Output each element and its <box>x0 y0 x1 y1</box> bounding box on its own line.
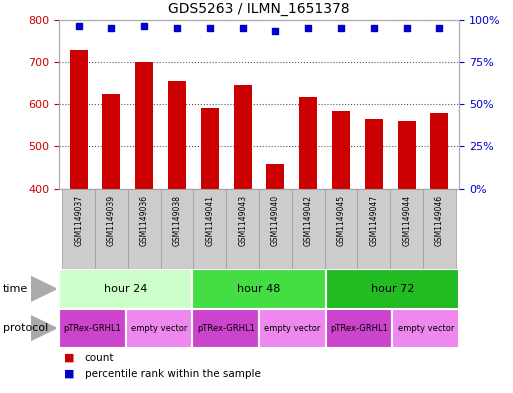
Bar <box>326 309 392 348</box>
Bar <box>103 94 121 189</box>
Point <box>74 23 83 29</box>
Bar <box>326 269 459 309</box>
Text: ■: ■ <box>64 369 74 378</box>
Text: count: count <box>85 353 114 363</box>
Text: empty vector: empty vector <box>131 324 187 332</box>
Point <box>239 25 247 31</box>
Text: GSM1149036: GSM1149036 <box>140 195 149 246</box>
Text: pTRex-GRHL1: pTRex-GRHL1 <box>64 324 121 332</box>
Bar <box>299 97 317 189</box>
Bar <box>95 189 128 269</box>
Text: GSM1149040: GSM1149040 <box>271 195 280 246</box>
Point <box>140 23 148 29</box>
Bar <box>392 309 459 348</box>
Point <box>304 25 312 31</box>
Point <box>173 25 181 31</box>
Bar <box>192 309 259 348</box>
Bar <box>128 189 161 269</box>
Bar <box>161 189 193 269</box>
Text: hour 48: hour 48 <box>238 284 281 294</box>
Bar <box>292 189 325 269</box>
Text: GSM1149044: GSM1149044 <box>402 195 411 246</box>
Bar <box>70 50 88 189</box>
Bar <box>226 189 259 269</box>
Bar <box>390 189 423 269</box>
Point <box>403 25 411 31</box>
Bar <box>423 189 456 269</box>
Bar <box>126 309 192 348</box>
Bar <box>135 62 153 189</box>
Point <box>271 28 280 35</box>
Text: ■: ■ <box>64 353 74 363</box>
Bar <box>358 189 390 269</box>
Bar <box>259 309 326 348</box>
Bar <box>332 111 350 189</box>
Bar <box>259 189 292 269</box>
Text: hour 24: hour 24 <box>104 284 147 294</box>
Point <box>206 25 214 31</box>
Text: GSM1149037: GSM1149037 <box>74 195 83 246</box>
Bar <box>59 309 126 348</box>
Bar <box>266 164 285 189</box>
Bar <box>62 189 95 269</box>
Text: protocol: protocol <box>3 323 48 333</box>
Bar <box>325 189 358 269</box>
Bar <box>201 108 219 189</box>
Point <box>107 25 115 31</box>
Text: pTRex-GRHL1: pTRex-GRHL1 <box>330 324 388 332</box>
Bar <box>398 121 416 189</box>
Text: GSM1149038: GSM1149038 <box>172 195 182 246</box>
Text: GSM1149045: GSM1149045 <box>337 195 346 246</box>
Bar <box>193 189 226 269</box>
Text: GSM1149041: GSM1149041 <box>205 195 214 246</box>
Bar <box>59 269 192 309</box>
Text: GSM1149043: GSM1149043 <box>238 195 247 246</box>
Bar <box>168 81 186 189</box>
Bar <box>365 119 383 189</box>
Text: hour 72: hour 72 <box>371 284 414 294</box>
Text: GSM1149046: GSM1149046 <box>435 195 444 246</box>
Text: empty vector: empty vector <box>264 324 321 332</box>
Polygon shape <box>31 277 56 301</box>
Bar <box>192 269 326 309</box>
Text: time: time <box>3 284 28 294</box>
Point <box>370 25 378 31</box>
Point <box>436 25 444 31</box>
Bar <box>430 114 448 189</box>
Text: GSM1149039: GSM1149039 <box>107 195 116 246</box>
Point <box>337 25 345 31</box>
Text: empty vector: empty vector <box>398 324 454 332</box>
Polygon shape <box>31 316 56 340</box>
Bar <box>233 85 252 189</box>
Text: GSM1149047: GSM1149047 <box>369 195 379 246</box>
Title: GDS5263 / ILMN_1651378: GDS5263 / ILMN_1651378 <box>168 2 350 16</box>
Text: GSM1149042: GSM1149042 <box>304 195 313 246</box>
Text: percentile rank within the sample: percentile rank within the sample <box>85 369 261 378</box>
Text: pTRex-GRHL1: pTRex-GRHL1 <box>197 324 254 332</box>
